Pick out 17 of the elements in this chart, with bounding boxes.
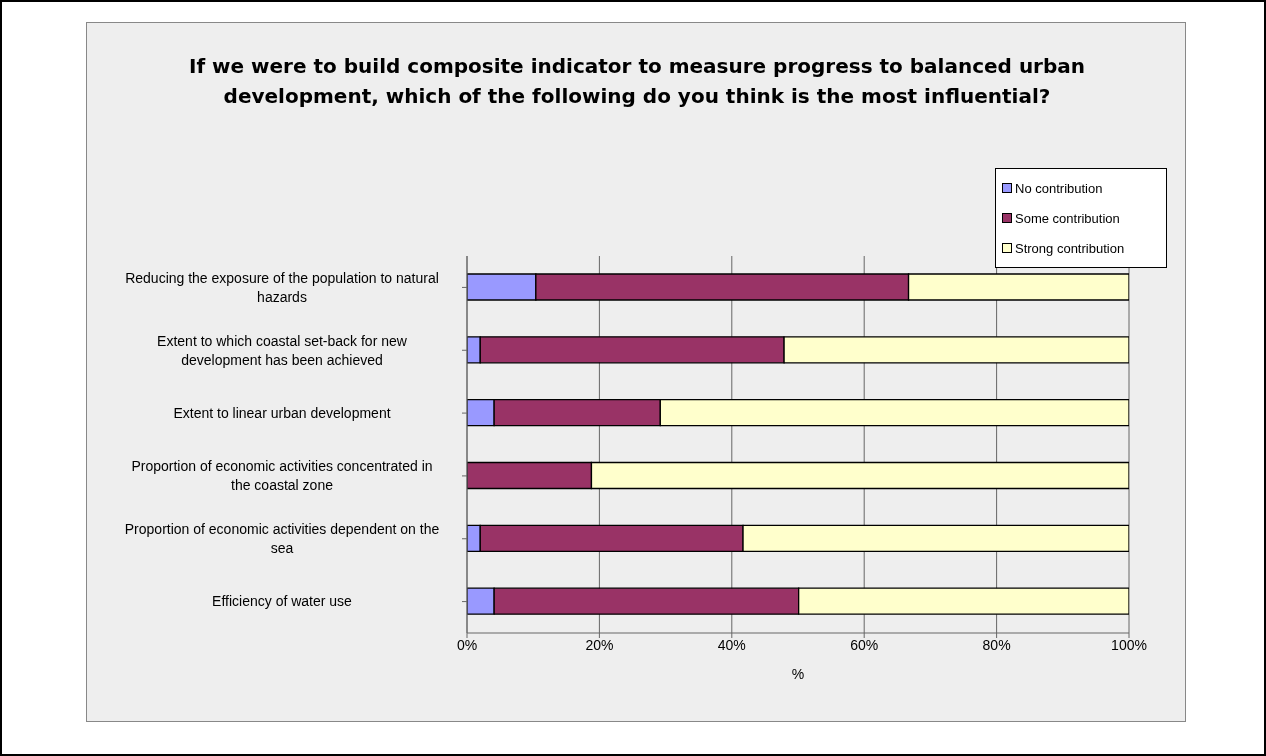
legend-label: Strong contribution [1015, 240, 1125, 256]
y-tick-label: Proportion of economic activities dependent on the sea [124, 521, 440, 557]
x-tick-label: 20% [585, 636, 614, 653]
y-tick-label: Proportion of economic activities concentrated in the coastal zone [131, 458, 433, 494]
x-axis-title: % [791, 666, 805, 682]
x-tick-label: 40% [717, 636, 746, 653]
y-tick-label: Extent to linear urban development [173, 404, 391, 421]
y-tick-label: Efficiency of water use [212, 593, 353, 610]
x-tick-label: 80% [982, 636, 1011, 653]
y-tick-label: Extent to which coastal set-back for new development has been achieved [157, 332, 408, 368]
legend-label: Some contribution [1015, 210, 1120, 226]
legend-label: No contribution [1015, 180, 1103, 196]
x-tick-label: 60% [850, 636, 879, 653]
x-tick-label: 0% [456, 636, 478, 653]
chart-title: If we were to build composite indicator to measure progress to balanced urban development, which of the following do you think is the most influential? [187, 53, 1087, 110]
x-tick-label: 100% [1111, 636, 1147, 653]
y-tick-label: Reducing the exposure of the population to natural hazards [125, 269, 439, 305]
